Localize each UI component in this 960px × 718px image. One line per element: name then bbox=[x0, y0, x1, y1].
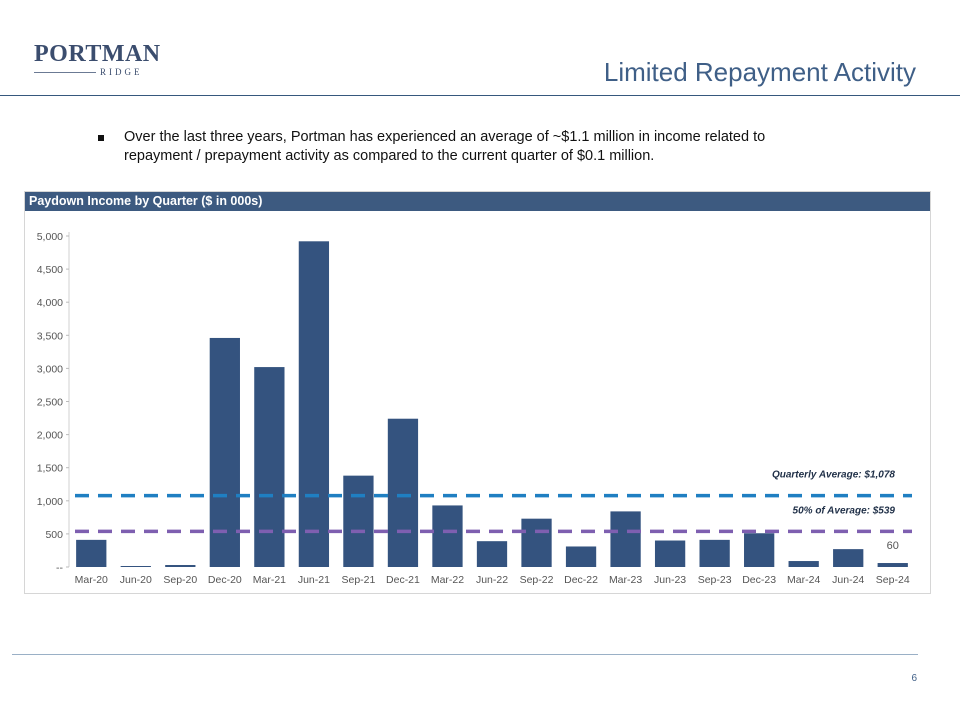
x-tick-label: Mar-20 bbox=[75, 574, 108, 586]
paydown-chart: -- 500 1,000 1,500 2,000 2,500 3,000 3,500 4,000… bbox=[24, 191, 931, 594]
bar-jun-24 bbox=[833, 549, 864, 567]
x-tick-label: Jun-23 bbox=[654, 574, 686, 586]
bullet-text: Over the last three years, Portman has e… bbox=[124, 129, 766, 164]
y-tick-label: 1,000 bbox=[37, 496, 63, 508]
chart-title: Paydown Income by Quarter ($ in 000s) bbox=[25, 192, 930, 211]
bullet-marker-icon bbox=[98, 135, 104, 141]
x-tick-label: Jun-22 bbox=[476, 574, 508, 586]
y-tick-label: 1,500 bbox=[37, 463, 63, 475]
bar-mar-22 bbox=[432, 505, 463, 567]
y-tick-label: 4,000 bbox=[37, 297, 63, 309]
bar-mar-23 bbox=[610, 511, 641, 567]
x-tick-label: Jun-24 bbox=[832, 574, 864, 586]
bar-dec-20 bbox=[209, 337, 240, 567]
bar-sep-24 bbox=[877, 563, 908, 567]
x-tick-label: Jun-20 bbox=[120, 574, 152, 586]
bar-sep-20 bbox=[165, 565, 196, 567]
x-tick-label: Mar-24 bbox=[787, 574, 820, 586]
title-divider bbox=[0, 95, 960, 96]
y-tick-label: 3,500 bbox=[37, 330, 63, 342]
bar-sep-23 bbox=[699, 539, 730, 567]
bar-mar-21 bbox=[254, 367, 285, 567]
y-tick-label: -- bbox=[56, 562, 63, 574]
x-tick-label: Dec-20 bbox=[208, 574, 242, 586]
x-tick-label: Sep-23 bbox=[698, 574, 732, 586]
bar-sep-21 bbox=[343, 475, 374, 567]
logo-wordmark: PORTMAN bbox=[34, 41, 161, 67]
bar-mar-24 bbox=[788, 561, 819, 567]
half-average-label: 50% of Average: $539 bbox=[793, 505, 896, 516]
logo-subtitle: RIDGE bbox=[100, 67, 143, 77]
y-tick-label: 5,000 bbox=[37, 231, 63, 243]
x-tick-label: Dec-21 bbox=[386, 574, 420, 586]
x-tick-label: Jun-21 bbox=[298, 574, 330, 586]
chart-canvas: -- 500 1,000 1,500 2,000 2,500 3,000 3,500 4,000… bbox=[37, 231, 912, 586]
logo-divider bbox=[34, 72, 96, 73]
bar-jun-22 bbox=[476, 541, 508, 567]
bar-jun-20 bbox=[120, 566, 151, 567]
bar-dec-21 bbox=[387, 418, 419, 567]
x-tick-label: Dec-23 bbox=[742, 574, 776, 586]
bar-mar-20 bbox=[76, 539, 107, 567]
x-tick-label: Mar-23 bbox=[609, 574, 642, 586]
x-tick-label: Sep-24 bbox=[876, 574, 910, 586]
x-tick-label: Dec-22 bbox=[564, 574, 598, 586]
bar-data-label: 60 bbox=[887, 540, 899, 552]
y-tick-label: 4,500 bbox=[37, 264, 63, 276]
y-tick-label: 3,000 bbox=[37, 363, 63, 375]
bar-dec-22 bbox=[565, 546, 597, 567]
portman-ridge-logo: PORTMAN RIDGE bbox=[34, 42, 160, 82]
bar-sep-22 bbox=[521, 518, 552, 567]
bar-jun-23 bbox=[654, 540, 686, 567]
y-tick-label: 2,000 bbox=[37, 430, 63, 442]
bar-dec-23 bbox=[744, 533, 775, 567]
quarterly-average-label: Quarterly Average: $1,078 bbox=[772, 470, 895, 481]
x-tick-label: Mar-22 bbox=[431, 574, 464, 586]
page-number: 6 bbox=[911, 673, 917, 684]
slide-title: Limited Repayment Activity bbox=[603, 57, 916, 87]
x-tick-label: Mar-21 bbox=[253, 574, 286, 586]
x-tick-label: Sep-20 bbox=[163, 574, 197, 586]
footer-divider bbox=[12, 654, 918, 655]
y-tick-label: 500 bbox=[45, 529, 63, 541]
y-tick-label: 2,500 bbox=[37, 397, 63, 409]
bar-jun-21 bbox=[298, 241, 330, 567]
x-tick-label: Sep-22 bbox=[520, 574, 554, 586]
x-tick-label: Sep-21 bbox=[341, 574, 375, 586]
